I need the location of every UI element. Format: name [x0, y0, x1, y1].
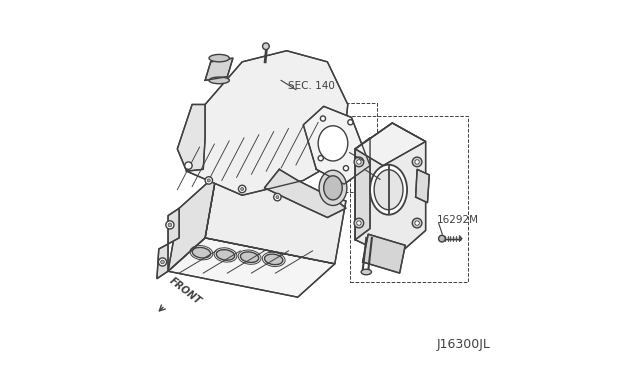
Polygon shape — [187, 51, 348, 195]
Polygon shape — [205, 175, 346, 264]
Text: 16292M: 16292M — [436, 215, 479, 225]
Circle shape — [185, 162, 192, 169]
Text: 16298M: 16298M — [378, 174, 419, 184]
Ellipse shape — [361, 269, 371, 275]
Circle shape — [415, 160, 419, 164]
Polygon shape — [264, 169, 346, 218]
Polygon shape — [355, 138, 370, 240]
Ellipse shape — [318, 126, 348, 161]
Polygon shape — [177, 105, 205, 171]
Circle shape — [438, 235, 445, 242]
Circle shape — [348, 120, 353, 125]
Polygon shape — [168, 175, 216, 271]
Circle shape — [274, 193, 281, 201]
Ellipse shape — [192, 247, 211, 258]
Ellipse shape — [241, 252, 259, 263]
Circle shape — [205, 177, 212, 184]
Polygon shape — [168, 238, 335, 297]
Ellipse shape — [319, 170, 347, 205]
Circle shape — [262, 43, 269, 49]
Circle shape — [415, 221, 419, 225]
Polygon shape — [355, 123, 426, 166]
Circle shape — [343, 166, 349, 171]
Circle shape — [318, 155, 323, 161]
Circle shape — [354, 157, 364, 167]
Circle shape — [241, 187, 244, 190]
Polygon shape — [303, 106, 370, 184]
Circle shape — [166, 221, 174, 229]
Circle shape — [207, 179, 211, 182]
Circle shape — [276, 196, 279, 199]
Circle shape — [354, 218, 364, 228]
Circle shape — [412, 157, 422, 167]
Circle shape — [356, 160, 361, 164]
Circle shape — [239, 185, 246, 193]
Polygon shape — [355, 123, 426, 258]
Circle shape — [412, 218, 422, 228]
Polygon shape — [415, 169, 429, 203]
Circle shape — [168, 223, 172, 227]
Ellipse shape — [209, 54, 229, 62]
Ellipse shape — [374, 170, 403, 210]
Polygon shape — [157, 208, 179, 279]
Ellipse shape — [264, 254, 283, 265]
Circle shape — [159, 258, 166, 266]
Ellipse shape — [216, 250, 235, 260]
Circle shape — [161, 260, 164, 264]
Text: SEC. 140: SEC. 140 — [289, 81, 335, 92]
Ellipse shape — [370, 165, 407, 215]
Text: SEC. 140: SEC. 140 — [363, 152, 410, 162]
Polygon shape — [205, 58, 233, 80]
Polygon shape — [363, 234, 405, 273]
Ellipse shape — [209, 77, 229, 84]
Circle shape — [321, 116, 326, 121]
Text: J16300JL: J16300JL — [436, 338, 490, 351]
Ellipse shape — [324, 176, 342, 200]
Text: FRONT: FRONT — [167, 276, 203, 307]
Circle shape — [356, 221, 361, 225]
